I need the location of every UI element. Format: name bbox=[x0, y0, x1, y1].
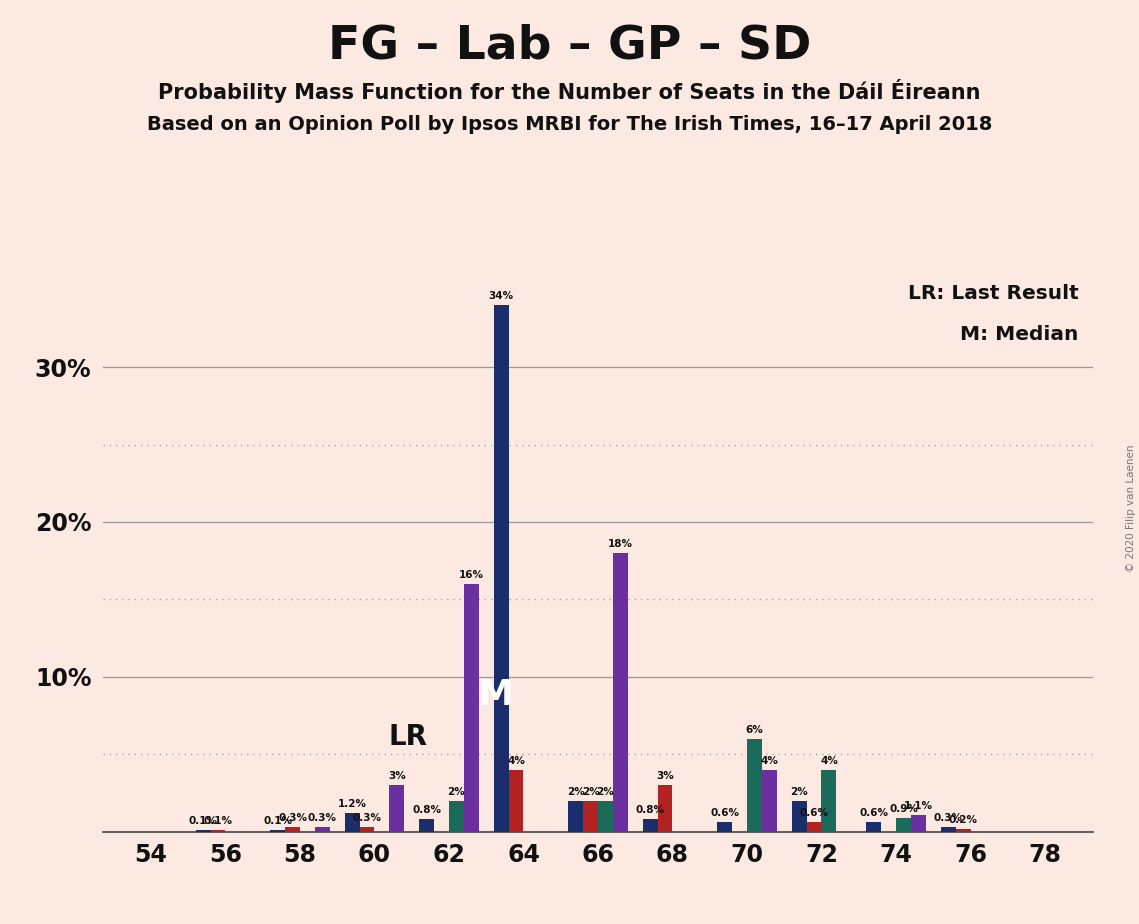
Text: FG – Lab – GP – SD: FG – Lab – GP – SD bbox=[328, 23, 811, 68]
Bar bbox=[211, 830, 226, 832]
Bar bbox=[196, 830, 211, 832]
Bar bbox=[718, 822, 732, 832]
Text: 0.6%: 0.6% bbox=[859, 808, 888, 819]
Bar bbox=[449, 800, 464, 832]
Bar bbox=[493, 305, 509, 832]
Text: 4%: 4% bbox=[507, 756, 525, 766]
Bar bbox=[390, 785, 404, 832]
Bar bbox=[911, 815, 926, 832]
Text: 34%: 34% bbox=[489, 291, 514, 301]
Text: © 2020 Filip van Laenen: © 2020 Filip van Laenen bbox=[1126, 444, 1136, 572]
Text: 0.3%: 0.3% bbox=[278, 813, 308, 823]
Text: 0.3%: 0.3% bbox=[352, 813, 382, 823]
Bar bbox=[956, 829, 970, 832]
Text: LR: Last Result: LR: Last Result bbox=[908, 285, 1079, 303]
Bar bbox=[747, 738, 762, 832]
Bar bbox=[941, 827, 956, 832]
Bar bbox=[345, 813, 360, 832]
Text: 1.2%: 1.2% bbox=[337, 799, 367, 809]
Text: 0.8%: 0.8% bbox=[412, 806, 441, 815]
Bar bbox=[419, 820, 434, 832]
Text: 18%: 18% bbox=[608, 539, 633, 549]
Bar bbox=[360, 827, 375, 832]
Bar bbox=[509, 770, 524, 832]
Text: 0.3%: 0.3% bbox=[308, 813, 337, 823]
Text: 3%: 3% bbox=[388, 772, 405, 782]
Text: 0.9%: 0.9% bbox=[890, 804, 918, 814]
Text: 2%: 2% bbox=[790, 786, 808, 796]
Bar bbox=[806, 822, 821, 832]
Text: 6%: 6% bbox=[746, 724, 763, 735]
Text: 0.2%: 0.2% bbox=[949, 815, 977, 824]
Bar bbox=[657, 785, 672, 832]
Text: 2%: 2% bbox=[597, 786, 614, 796]
Bar bbox=[613, 553, 628, 832]
Text: 16%: 16% bbox=[459, 570, 484, 580]
Text: LR: LR bbox=[388, 723, 427, 751]
Bar bbox=[568, 800, 583, 832]
Bar bbox=[866, 822, 882, 832]
Bar bbox=[598, 800, 613, 832]
Bar bbox=[896, 818, 911, 832]
Text: 0.3%: 0.3% bbox=[934, 813, 962, 823]
Text: 2%: 2% bbox=[448, 786, 466, 796]
Text: 2%: 2% bbox=[582, 786, 599, 796]
Text: 2%: 2% bbox=[567, 786, 584, 796]
Text: 0.8%: 0.8% bbox=[636, 806, 665, 815]
Text: Probability Mass Function for the Number of Seats in the Dáil Éireann: Probability Mass Function for the Number… bbox=[158, 79, 981, 103]
Bar bbox=[821, 770, 836, 832]
Text: 0.1%: 0.1% bbox=[204, 816, 232, 826]
Text: 0.1%: 0.1% bbox=[189, 816, 218, 826]
Bar bbox=[792, 800, 806, 832]
Bar bbox=[642, 820, 657, 832]
Text: 4%: 4% bbox=[761, 756, 778, 766]
Bar bbox=[314, 827, 330, 832]
Text: 0.6%: 0.6% bbox=[800, 808, 828, 819]
Bar bbox=[464, 584, 478, 832]
Text: 1.1%: 1.1% bbox=[904, 801, 933, 810]
Text: M: M bbox=[477, 678, 514, 712]
Bar bbox=[762, 770, 777, 832]
Bar bbox=[583, 800, 598, 832]
Text: M: Median: M: Median bbox=[960, 324, 1079, 344]
Bar bbox=[270, 830, 285, 832]
Text: 0.6%: 0.6% bbox=[710, 808, 739, 819]
Text: 4%: 4% bbox=[820, 756, 838, 766]
Bar bbox=[285, 827, 300, 832]
Text: Based on an Opinion Poll by Ipsos MRBI for The Irish Times, 16–17 April 2018: Based on an Opinion Poll by Ipsos MRBI f… bbox=[147, 116, 992, 135]
Text: 3%: 3% bbox=[656, 772, 674, 782]
Text: 0.1%: 0.1% bbox=[263, 816, 292, 826]
